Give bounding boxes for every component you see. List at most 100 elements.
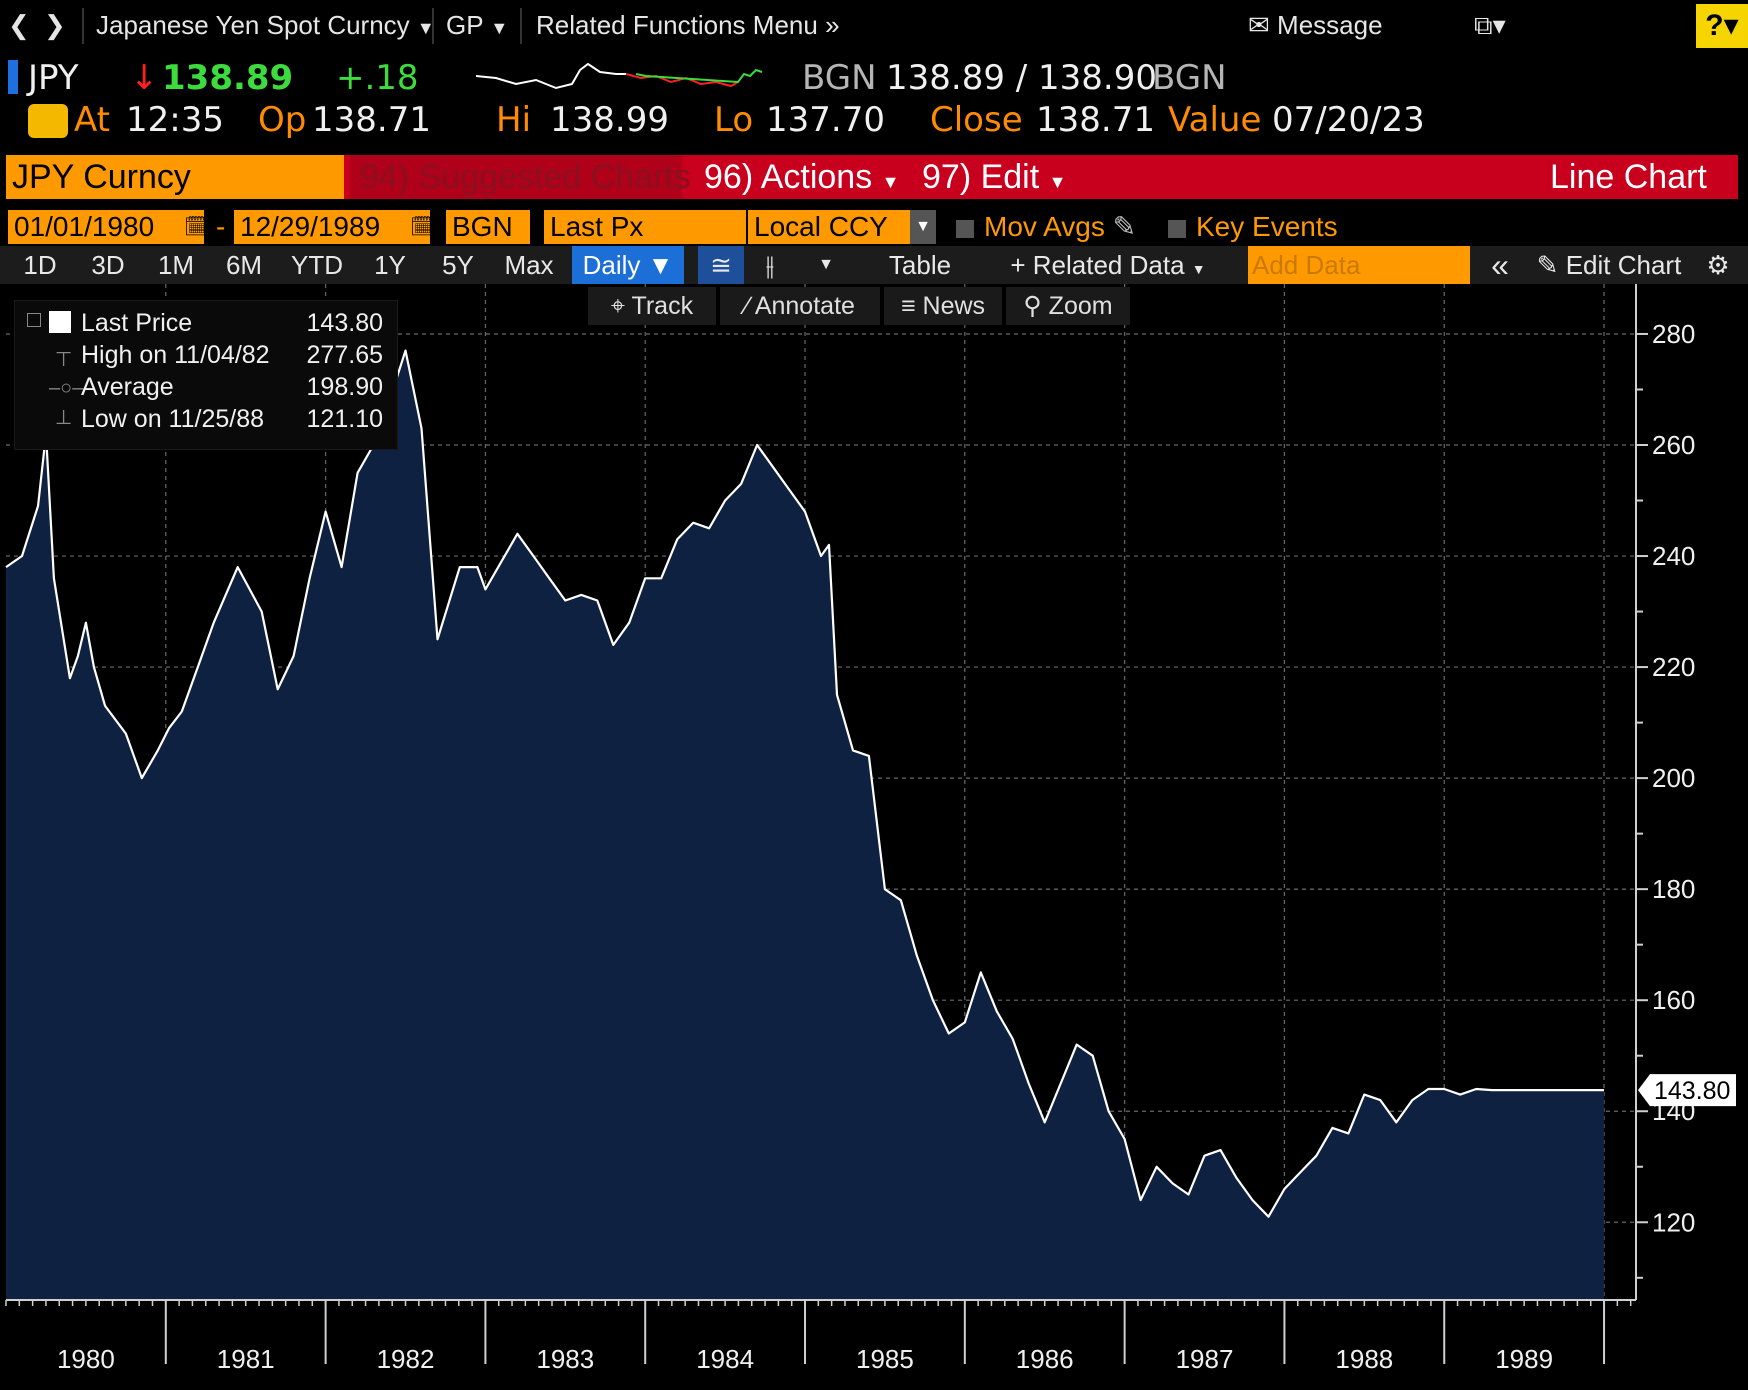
checkbox-icon [1168, 219, 1186, 238]
edit-label: 97) Edit [922, 158, 1040, 196]
chevron-down-icon[interactable]: ▼ [818, 256, 834, 273]
range-6m[interactable]: 6M [225, 250, 263, 280]
zoom-button[interactable]: ⚲ Zoom [1006, 287, 1130, 325]
add-data-input[interactable]: Add Data [1248, 246, 1470, 284]
legend-last-value: 143.80 [306, 309, 383, 337]
crosshair-icon: ⌖ [610, 292, 625, 320]
low-marker-icon: ⊥ [55, 407, 73, 429]
average-marker-icon: ‒○‒ [49, 377, 84, 399]
chevron-down-icon[interactable]: ▼ [910, 210, 936, 244]
open-label: Op [258, 100, 307, 140]
down-arrow-icon: ↓ [130, 58, 159, 98]
periodicity-label: Daily [582, 250, 641, 280]
last-price: 138.89 [162, 58, 294, 98]
y-tick-label: 200 [1652, 763, 1695, 793]
net-change: +.18 [336, 58, 419, 98]
help-label: ? [1705, 9, 1724, 42]
periodicity-select[interactable]: Daily ▼ [572, 246, 684, 284]
calendar-icon[interactable]: 🗓 [410, 210, 435, 244]
range-1d[interactable]: 1D [23, 250, 57, 280]
window-menu-icon[interactable]: ⧉▾ [1474, 10, 1506, 40]
related-data-label: + Related Data [1010, 250, 1185, 280]
function-menu[interactable]: GP ▼ [446, 10, 508, 41]
x-tick-label: 1989 [1495, 1344, 1553, 1374]
security-menu[interactable]: Japanese Yen Spot Curncy ▼ [96, 10, 435, 41]
chart-legend: ⊤ ‒○‒ ⊥ Last Price 143.80 High on 11/04/… [14, 300, 398, 450]
line-style-icon[interactable]: ≅ [698, 246, 744, 284]
list-icon: ≡ [900, 292, 916, 320]
range-5y[interactable]: 5Y [442, 250, 474, 280]
value-label: Value [1168, 100, 1262, 140]
date-dash: - [216, 211, 226, 242]
edit-menu[interactable]: 97) Edit ▼ [908, 155, 1068, 199]
top-nav: ❮ ❯ Japanese Yen Spot Curncy ▼ GP ▼ Rela… [0, 0, 1748, 52]
checkbox-icon [956, 219, 974, 238]
chevron-down-icon: ▼ [1191, 261, 1206, 277]
bid-ask: 138.89 / 138.90 [886, 58, 1158, 98]
open-value: 138.71 [312, 100, 431, 140]
realtime-gauge-icon [28, 104, 68, 138]
double-chevron-icon: » [825, 10, 840, 40]
y-tick-label: 180 [1652, 874, 1695, 904]
gear-icon[interactable]: ⚙ [1706, 250, 1730, 280]
pencil-icon: ✎ [1112, 211, 1137, 242]
news-label: News [922, 292, 986, 320]
table-button[interactable]: Table [888, 250, 952, 280]
back-icon[interactable]: ❮ [8, 10, 30, 40]
ticker-marker [8, 60, 18, 94]
forward-icon[interactable]: ❯ [44, 10, 66, 40]
range-1m[interactable]: 1M [157, 250, 195, 280]
edit-chart-button[interactable]: ✎ Edit Chart [1524, 246, 1694, 284]
legend-high-label: High on 11/04/82 [81, 341, 270, 369]
related-data-button[interactable]: + Related Data ▼ [996, 246, 1220, 284]
y-tick-label: 280 [1652, 319, 1695, 349]
chevron-down-icon: ▼ [490, 18, 509, 38]
series-swatch [49, 311, 71, 333]
start-date-field[interactable]: 01/01/1980 [8, 210, 192, 244]
x-tick-label: 1985 [856, 1344, 914, 1374]
close-value: 138.71 [1036, 100, 1155, 140]
mov-avgs-label: Mov Avgs [984, 211, 1105, 242]
key-events-toggle[interactable]: Key Events [1168, 210, 1338, 244]
collapse-legend-icon[interactable] [27, 313, 41, 327]
source-field[interactable]: BGN [446, 210, 530, 244]
low-value: 137.70 [766, 100, 885, 140]
currency-select[interactable]: Local CCY [748, 210, 918, 244]
field-select[interactable]: Last Px [544, 210, 746, 244]
pen-icon: ∕ [745, 292, 750, 320]
actions-menu[interactable]: 96) Actions ▼ [690, 155, 904, 199]
series-line [5, 349, 1604, 1218]
collapse-icon[interactable]: « [1491, 247, 1509, 283]
related-functions-label: Related Functions Menu [536, 10, 818, 40]
envelope-icon: ✉ [1248, 10, 1270, 40]
legend-high-value: 277.65 [306, 341, 383, 369]
message-label: Message [1277, 10, 1383, 40]
range-ytd[interactable]: YTD [291, 250, 343, 280]
legend-low-label: Low on 11/25/88 [81, 405, 265, 433]
close-label: Close [930, 100, 1023, 140]
last-value-label: 143.80 [1654, 1077, 1730, 1105]
mov-avgs-toggle[interactable]: Mov Avgs ✎ [956, 210, 1136, 244]
value-date: 07/20/23 [1272, 100, 1425, 140]
high-marker-icon: ⊤ [55, 349, 73, 371]
calendar-icon[interactable]: 🗓 [184, 210, 209, 244]
news-button[interactable]: ≡ News [884, 287, 1002, 325]
security-box[interactable]: JPY Curncy [6, 155, 344, 199]
legend-last-label: Last Price [81, 309, 193, 337]
range-1y[interactable]: 1Y [374, 250, 406, 280]
bar-style-icon[interactable]: ⫲ [765, 250, 775, 280]
annotate-button[interactable]: ∕ Annotate [720, 287, 880, 325]
suggested-charts-button[interactable]: 94) Suggested Charts [350, 155, 691, 199]
legend-average-value: 198.90 [306, 373, 383, 401]
help-button[interactable]: ?▾ [1696, 4, 1748, 48]
track-label: Track [631, 292, 694, 320]
end-date-field[interactable]: 12/29/1989 [234, 210, 418, 244]
range-max[interactable]: Max [504, 250, 554, 280]
track-button[interactable]: ⌖ Track [588, 287, 716, 325]
range-3d[interactable]: 3D [91, 250, 125, 280]
x-tick-label: 1988 [1335, 1344, 1393, 1374]
y-tick-label: 240 [1652, 541, 1695, 571]
message-button[interactable]: ✉ Message [1248, 10, 1383, 41]
related-functions-menu[interactable]: Related Functions Menu » [536, 10, 840, 41]
